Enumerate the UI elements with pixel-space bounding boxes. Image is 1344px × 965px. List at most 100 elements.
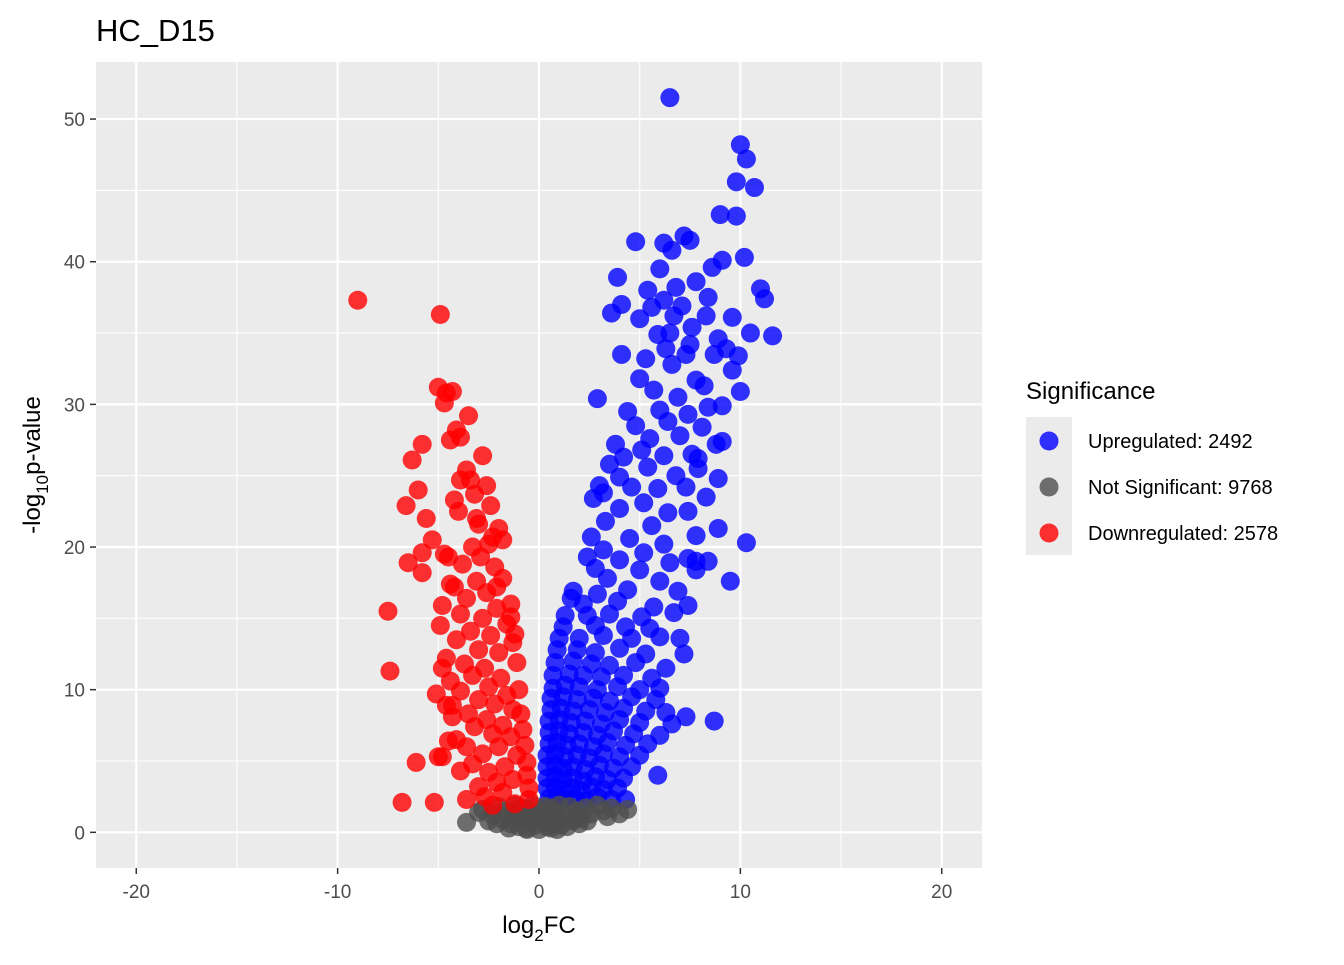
data-point: [442, 695, 462, 715]
data-point: [656, 339, 676, 359]
y-tick-label: 20: [64, 538, 85, 559]
data-point: [688, 449, 708, 469]
data-point: [597, 568, 617, 588]
data-point: [686, 551, 706, 571]
data-point: [682, 317, 702, 337]
data-point: [662, 240, 682, 260]
data-point: [487, 598, 507, 618]
data-point: [686, 272, 706, 292]
data-point: [489, 737, 509, 757]
data-point: [416, 508, 436, 528]
x-axis-label-subscript: 2: [534, 926, 543, 945]
y-tick-label: 0: [74, 823, 85, 844]
data-point: [610, 638, 630, 658]
data-point: [694, 376, 714, 396]
data-point: [712, 250, 732, 270]
data-point: [505, 624, 525, 644]
data-point: [676, 707, 696, 727]
legend-entries: Upregulated: 2492 Not Significant: 9768 Do…: [1039, 431, 1278, 545]
data-point: [638, 280, 658, 300]
data-point: [569, 814, 589, 834]
data-point: [610, 499, 630, 519]
data-point: [459, 406, 479, 426]
data-point: [422, 530, 442, 550]
data-point: [463, 665, 483, 685]
x-axis-label: log2FC: [502, 912, 576, 945]
data-point: [658, 411, 678, 431]
data-point: [654, 446, 674, 466]
data-point: [736, 533, 756, 553]
data-point: [618, 402, 638, 422]
data-point: [438, 731, 458, 751]
data-point: [740, 323, 760, 343]
legend: Significance Upregulated: 2492 Not Signif…: [1026, 378, 1278, 555]
data-point: [412, 434, 432, 454]
data-point: [507, 653, 527, 673]
data-point: [469, 690, 489, 710]
data-point: [660, 88, 680, 108]
data-point: [473, 608, 493, 628]
x-axis: -20 -10 0 10 20: [123, 868, 952, 903]
data-point: [664, 306, 684, 326]
data-point: [642, 297, 662, 317]
data-point: [440, 574, 460, 594]
data-point: [666, 277, 686, 297]
data-point: [608, 267, 628, 287]
data-point: [710, 205, 730, 225]
data-point: [517, 819, 537, 839]
data-point: [734, 247, 754, 267]
data-point: [612, 344, 632, 364]
data-point: [452, 554, 472, 574]
data-point: [406, 752, 426, 772]
data-point: [698, 397, 718, 417]
data-point: [678, 501, 698, 521]
data-point: [708, 469, 728, 489]
data-point: [457, 737, 477, 757]
data-point: [648, 765, 668, 785]
data-point: [636, 349, 656, 369]
data-point: [398, 553, 418, 573]
data-point: [728, 346, 748, 366]
x-axis-label-base: log: [502, 912, 534, 939]
y-axis-label-prefix: -log: [19, 494, 46, 534]
data-point: [614, 447, 634, 467]
data-point: [618, 800, 638, 820]
data-point: [402, 450, 422, 470]
data-point: [424, 792, 444, 812]
data-point: [650, 259, 670, 279]
data-point: [730, 135, 750, 155]
data-point: [626, 653, 646, 673]
data-point: [634, 543, 654, 563]
data-point: [440, 430, 460, 450]
data-point: [726, 206, 746, 226]
data-point: [487, 577, 507, 597]
data-point: [595, 511, 615, 531]
data-point: [730, 382, 750, 402]
data-point: [638, 457, 658, 477]
data-point: [692, 417, 712, 437]
data-point: [668, 387, 688, 407]
x-tick-label: -10: [324, 882, 351, 903]
data-point: [698, 287, 718, 307]
data-point: [597, 807, 617, 827]
data-point: [434, 393, 454, 413]
data-point: [720, 571, 740, 591]
y-axis: 0 10 20 30 40 50: [64, 110, 96, 844]
legend-title: Significance: [1026, 378, 1155, 405]
data-point: [680, 230, 700, 250]
legend-label: Downregulated: 2578: [1088, 523, 1278, 545]
data-point: [493, 782, 513, 802]
data-point: [678, 596, 698, 616]
data-point: [644, 380, 664, 400]
data-point: [712, 431, 732, 451]
data-point: [380, 661, 400, 681]
data-point: [664, 603, 684, 623]
data-point: [587, 584, 607, 604]
data-point: [428, 747, 448, 767]
y-tick-label: 30: [64, 395, 85, 416]
data-point: [450, 681, 470, 701]
y-axis-label-suffix: p-value: [19, 396, 46, 475]
data-point: [726, 172, 746, 192]
data-point: [678, 404, 698, 424]
